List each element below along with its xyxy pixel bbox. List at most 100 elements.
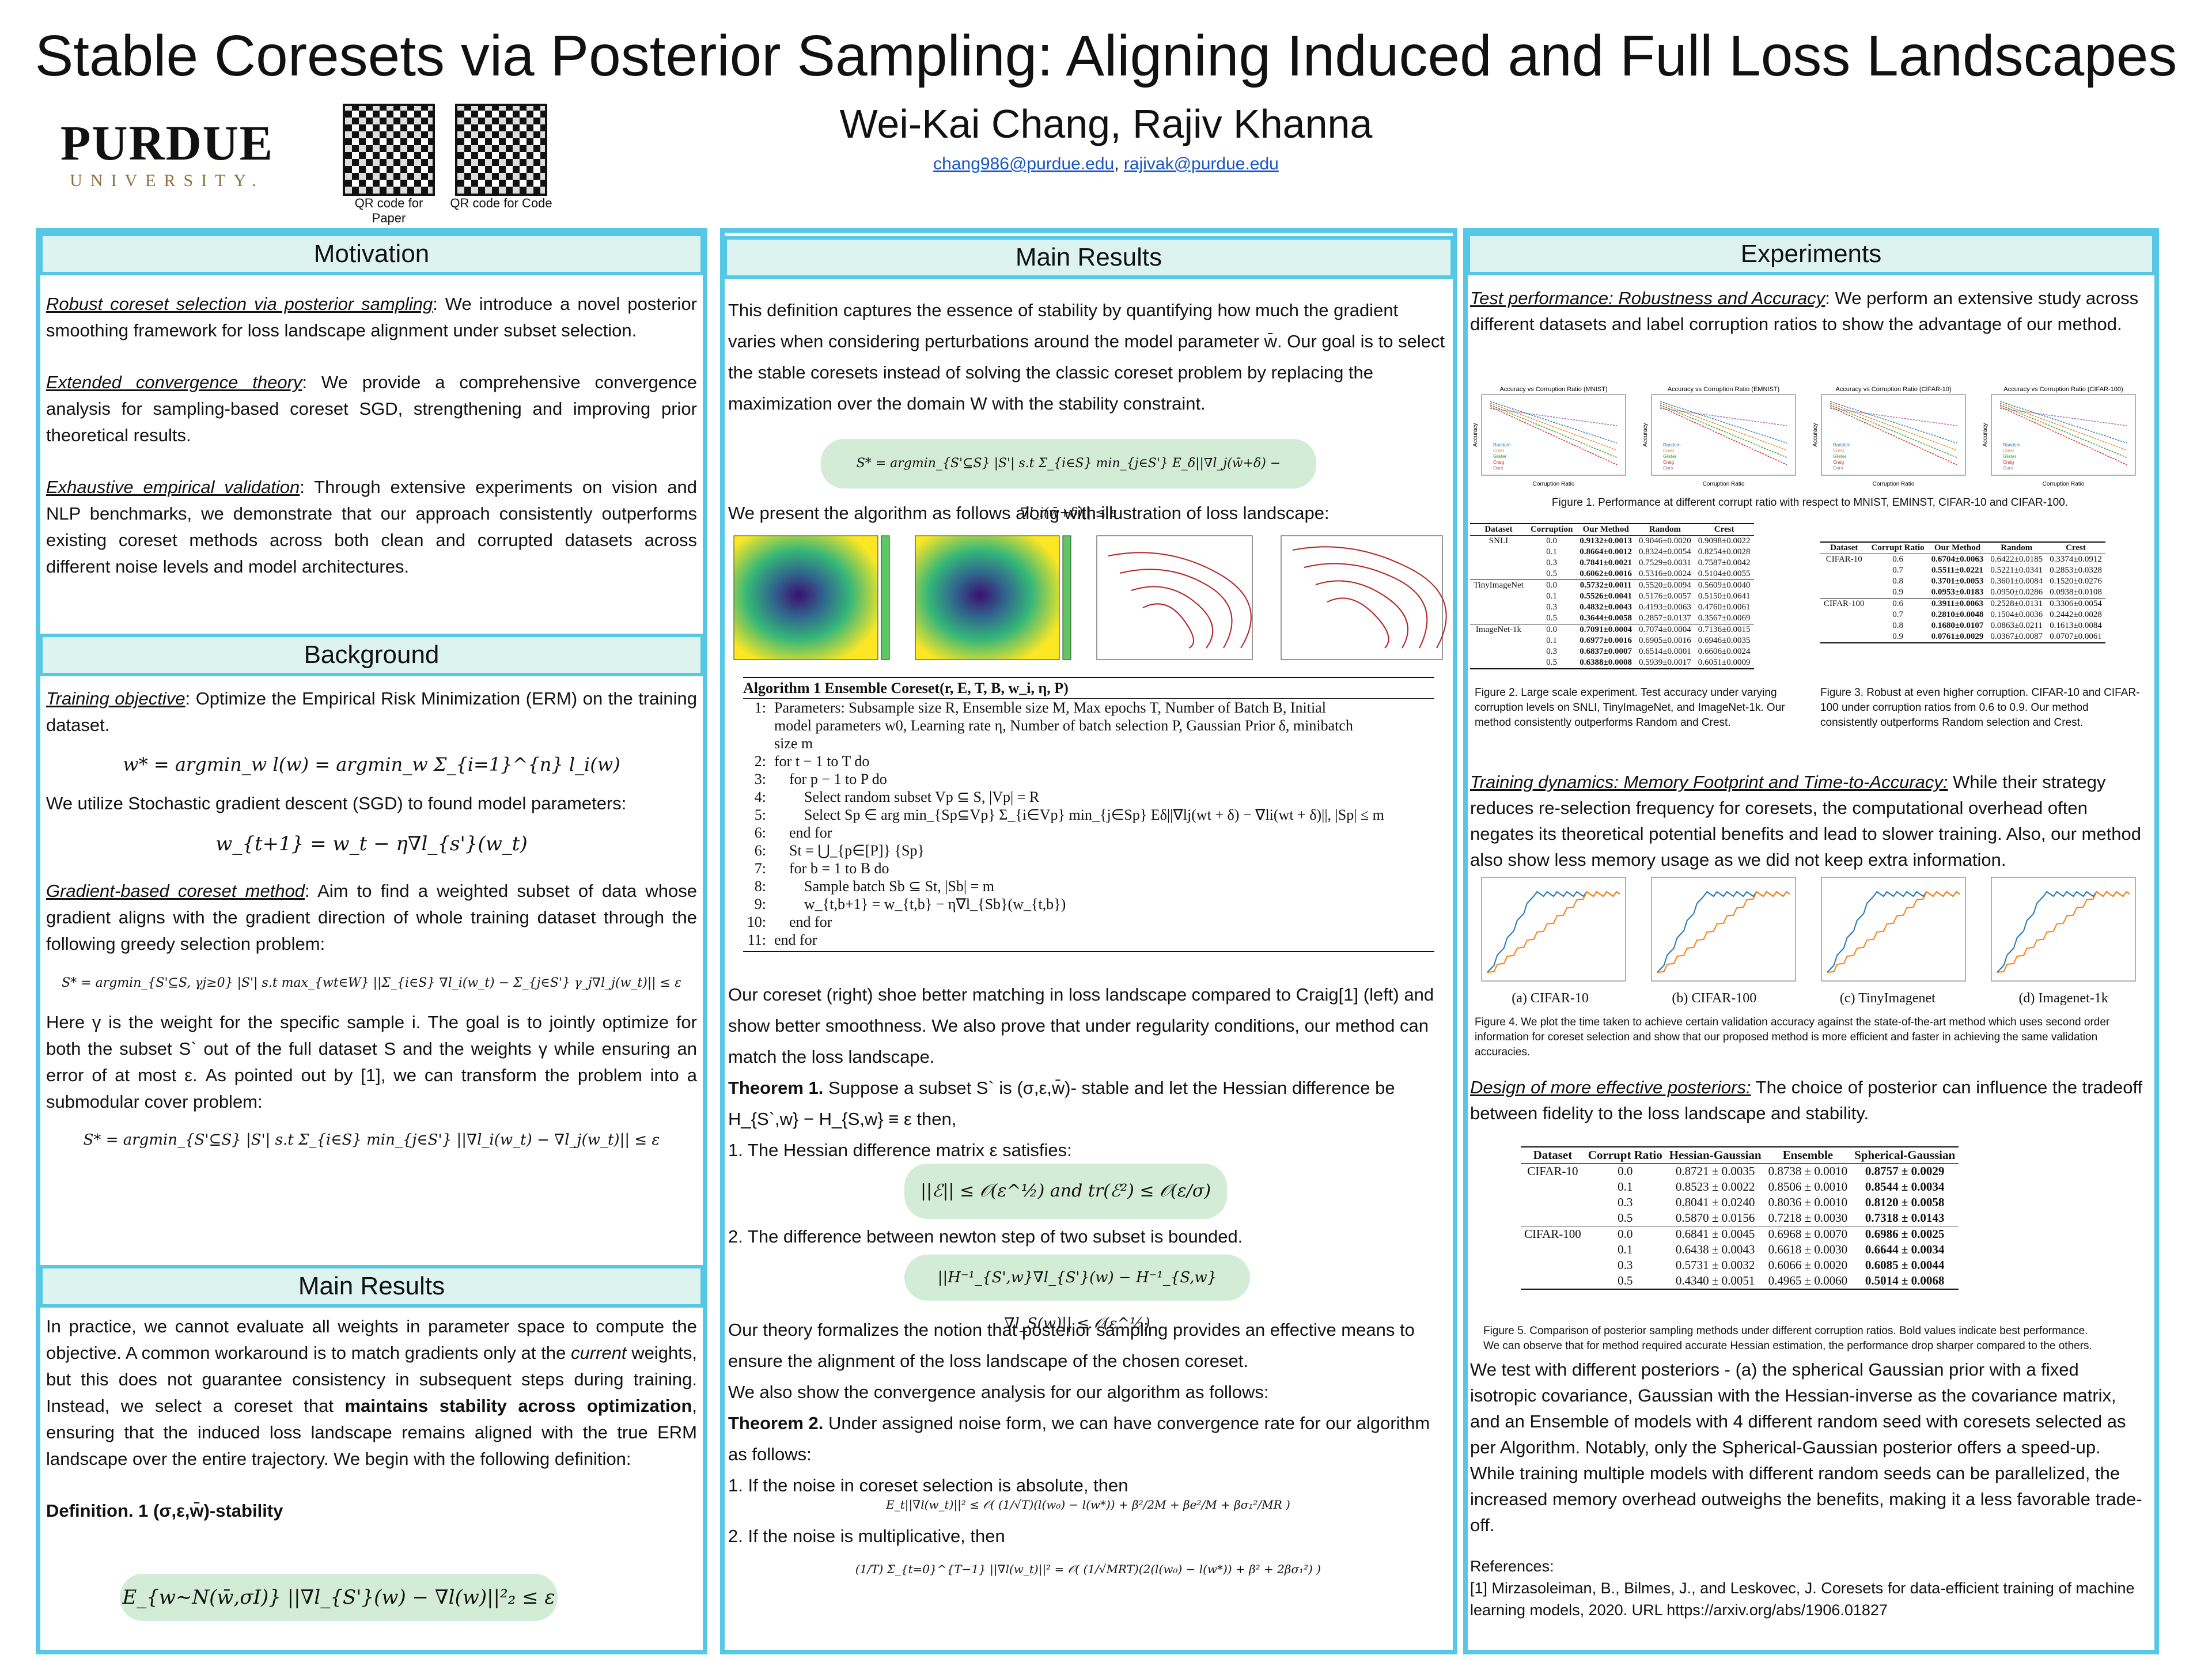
reference-1: [1] Mirzasoleiman, B., Bilmes, J., and L…	[1470, 1580, 2135, 1619]
equation-newton: ||H⁻¹_{S',w}∇l_{S'}(w) − H⁻¹_{S,w}∇l_S(w…	[904, 1255, 1250, 1332]
table-cell: 0.6422±0.0185	[1990, 555, 2043, 564]
table-cell: 0.5520±0.0094	[1635, 579, 1695, 591]
table-cell: 0.7218 ± 0.0030	[1768, 1211, 1848, 1225]
table-header: Dataset	[1470, 523, 1527, 536]
table-cell: 0.3	[1546, 558, 1557, 567]
chart-legend-entry: Craig	[1663, 460, 1674, 465]
table-cell: 0.6438 ± 0.0043	[1675, 1243, 1755, 1256]
equation-erm: w* = argmin_w l(w) = argmin_w Σ_{i=1}^{n…	[123, 753, 620, 775]
table-cell: 0.6085 ± 0.0044	[1865, 1258, 1945, 1272]
table-cell: 0.5104±0.0055	[1698, 569, 1751, 578]
algorithm-line-text: St = ⋃_{p∈[P]} {Sp}	[774, 842, 925, 859]
chart-legend-entry: Crest	[1493, 448, 1505, 453]
table-2-grid: Dataset Corruption Our Method Random Crest SN…	[1470, 523, 1754, 669]
table-cell: 0.3701±0.0053	[1931, 577, 1984, 586]
algorithm-line-text: for t − 1 to T do	[774, 753, 870, 770]
table-cell: 0.5	[1527, 657, 1577, 669]
chart-frame	[1821, 394, 1966, 476]
table-cell: CIFAR-100	[1521, 1226, 1585, 1242]
chart-frame	[1481, 394, 1626, 476]
table-cell: 0.6066 ± 0.0020	[1768, 1258, 1848, 1272]
table-cell: 0.8523 ± 0.0022	[1675, 1180, 1755, 1194]
table-row: ImageNet-1k 0.0 0.7091±0.0004 0.7074±0.0004…	[1470, 624, 1754, 635]
chart-frame	[1991, 394, 2136, 476]
algorithm-box: Algorithm 1 Ensemble Coreset(r, E, T, B,…	[743, 677, 1434, 952]
figure-4-plots	[1481, 877, 2136, 982]
algorithm-line-number: 9:	[754, 896, 766, 912]
table-cell: 0.7136±0.0015	[1694, 624, 1754, 635]
table-cell: 0.8506 ± 0.0010	[1768, 1180, 1848, 1194]
chart-xlabel: Corruption Ratio	[1533, 481, 1575, 487]
email-separator: ,	[1114, 154, 1124, 173]
chart-series-line	[1999, 403, 2127, 451]
email-link-2[interactable]: rajivak@purdue.edu	[1123, 154, 1279, 173]
table-cell: 0.6986 ± 0.0025	[1851, 1226, 1959, 1242]
table-row: 0.5 0.6062±0.0016 0.5316±0.0024 0.5104±0.00…	[1470, 569, 1754, 580]
table-cell: 0.2857±0.0137	[1639, 613, 1691, 623]
plot-frame	[1821, 877, 1966, 982]
table-cell	[1820, 587, 1868, 599]
table-row: 0.8 0.1680±0.0107 0.0863±0.0211 0.1613±0.00…	[1820, 620, 2105, 631]
table-cell: 0.7841±0.0021	[1580, 558, 1633, 567]
qr-paper[interactable]: QR code for Paper	[337, 104, 441, 226]
table-cell: 0.6514±0.0001	[1639, 647, 1691, 656]
table-cell: 0.0	[1618, 1164, 1633, 1178]
table-cell: 0.5732±0.0011	[1576, 579, 1636, 591]
theorem2-item-2: 2. If the noise is multiplicative, then	[728, 1526, 1005, 1546]
table-header: Dataset	[1820, 541, 1868, 554]
table-header: Hessian-Gaussian	[1665, 1146, 1765, 1164]
loss-landscape-figure	[728, 533, 1448, 671]
chart-xlabel: Corruption Ratio	[2043, 481, 2085, 487]
algorithm-line: 6: St = ⋃_{p∈[P]} {Sp}	[743, 842, 1434, 859]
chart-series-line	[1999, 401, 2127, 444]
figure-4-label-c: (c) TinyImagenet	[1839, 991, 1936, 1006]
main-mid-text-4: Our theory formalizes the notion that po…	[728, 1320, 1415, 1371]
table-row: 0.5 0.5870 ± 0.0156 0.7218 ± 0.0030 0.7318 …	[1521, 1210, 1959, 1226]
chart-series-line	[1660, 401, 1787, 444]
theorem2-text: Under assigned noise form, we can have c…	[728, 1413, 1430, 1464]
chart-legend-entry: Random	[1833, 442, 1851, 448]
table-header: Corrupt Ratio	[1868, 541, 1928, 554]
experiments-header: Experiments	[1467, 233, 2156, 275]
table-cell: 0.4965 ± 0.0060	[1764, 1273, 1851, 1290]
chart-ylabel: Accuracy	[1982, 423, 1988, 446]
table-row: 0.1 0.8523 ± 0.0022 0.8506 ± 0.0010 0.8544 …	[1521, 1179, 1959, 1195]
figure-5-caption-2: We can observe that for method required …	[1483, 1340, 2092, 1352]
algorithm-line: 8: Sample batch Sb ⊆ St, |Sb| = m	[743, 877, 1434, 895]
table-cell: 0.6837±0.0007	[1580, 647, 1633, 656]
main-mid-text-1: This definition captures the essence of …	[728, 300, 1445, 414]
table-cell: 0.0950±0.0286	[1990, 588, 2043, 597]
table-cell: 0.1680±0.0107	[1931, 621, 1984, 630]
left-column	[36, 228, 707, 1654]
table-header: Random	[1987, 541, 2047, 554]
table-cell	[1521, 1179, 1585, 1195]
email-link-1[interactable]: chang986@purdue.edu	[933, 154, 1115, 173]
main-left-text-b: weights, but this does not guarantee con…	[46, 1343, 697, 1416]
experiments-section-3: Design of more effective posteriors: The…	[1470, 1074, 2150, 1126]
main-mid-text-2: We present the algorithm as follows alon…	[728, 503, 1330, 523]
figure-4-label-d: (d) Imagenet-1k	[2018, 991, 2108, 1006]
theorem1-item-1: 1. The Hessian difference matrix ε satis…	[728, 1140, 1072, 1160]
experiments-section-1: Test performance: Robustness and Accurac…	[1470, 285, 2150, 337]
figure-4-labels: (a) CIFAR-10 (b) CIFAR-100 (c) TinyImage…	[1470, 991, 2150, 1006]
algorithm-line: 5: Select Sp ∈ arg min_{Sp⊆Vp} Σ_{i∈Vp} …	[743, 806, 1434, 824]
table-cell: 0.5609±0.0040	[1694, 579, 1754, 591]
table-cell	[1521, 1273, 1585, 1290]
qr-code[interactable]: QR code for Code	[449, 104, 553, 211]
table-cell: 0.5870 ± 0.0156	[1675, 1211, 1755, 1225]
table-cell: 0.3	[1618, 1258, 1633, 1272]
table-row: 0.5 0.6388±0.0008 0.5939±0.0017 0.6051±0.00…	[1470, 657, 1754, 669]
table-row: CIFAR-100 0.0 0.6841 ± 0.0045 0.6968 ± 0.00…	[1521, 1226, 1959, 1242]
chart-xlabel: Corruption Ratio	[1703, 481, 1745, 487]
table-cell	[1521, 1210, 1585, 1226]
table-cell: 0.1	[1546, 636, 1557, 645]
chart-series-line	[1490, 406, 1618, 465]
table-cell: 0.3601±0.0084	[1990, 577, 2043, 586]
chart-series-line	[1490, 401, 1618, 444]
plot-series-line	[1827, 891, 1960, 973]
qr-code-label: QR code for Code	[450, 196, 552, 210]
experiments-text-3: The choice of posterior can influence th…	[1470, 1077, 2143, 1123]
chart-legend-entry: Glister	[1833, 454, 1846, 459]
chart-series-line	[1830, 408, 1957, 426]
table-cell: 0.8664±0.0012	[1580, 547, 1633, 556]
